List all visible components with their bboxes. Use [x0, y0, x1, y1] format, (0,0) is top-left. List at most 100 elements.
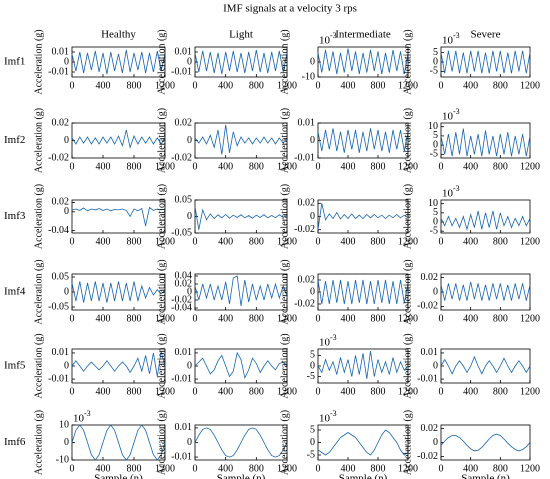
plot-frame — [317, 424, 409, 461]
x-tick-label: 400 — [341, 386, 356, 397]
x-tick-label: 1200 — [520, 80, 540, 91]
offset-base: 10 — [319, 337, 331, 349]
signal-line — [440, 128, 531, 157]
x-axis-label: Sample (n) — [461, 473, 510, 479]
x-tick-label: 800 — [493, 161, 508, 172]
signal-line — [194, 427, 288, 458]
x-tick-label: 400 — [341, 236, 356, 247]
y-tick-label: 0.01 — [52, 46, 70, 57]
x-tick-label: 1200 — [520, 313, 540, 324]
x-tick-label: 1200 — [277, 313, 297, 324]
y-tick-label: -0.02 — [417, 451, 438, 462]
x-tick-label: 800 — [371, 463, 386, 474]
y-tick-label: -0.05 — [171, 227, 192, 238]
x-tick-label: 800 — [493, 386, 508, 397]
plot-frame — [317, 122, 409, 159]
y-axis-label: Acceleration (g) — [402, 410, 413, 475]
y-tick-label: 0 — [64, 135, 69, 146]
x-tick-label: 400 — [463, 386, 478, 397]
x-tick-label: 1200 — [155, 236, 175, 247]
y-tick-label: -10 — [56, 454, 69, 465]
x-tick-label: 0 — [439, 463, 444, 474]
x-tick-label: 400 — [341, 161, 356, 172]
x-tick-label: 800 — [371, 80, 386, 91]
x-tick-label: 800 — [493, 80, 508, 91]
x-tick-label: 0 — [70, 161, 75, 172]
offset-base: 10 — [319, 413, 331, 425]
y-tick-label: -5 — [307, 371, 315, 382]
row-label: Imf6 — [4, 436, 26, 448]
x-tick-label: 800 — [249, 161, 264, 172]
x-tick-label: 1200 — [520, 386, 540, 397]
y-axis-label: Acceleration (g) — [156, 259, 167, 324]
y-tick-label: -0.01 — [171, 451, 192, 462]
y-tick-label: 0 — [64, 437, 69, 448]
x-tick-label: 400 — [218, 386, 233, 397]
y-tick-label: 0 — [310, 211, 315, 222]
y-axis-label: Acceleration (g) — [279, 333, 290, 398]
x-tick-label: 1200 — [155, 80, 175, 91]
x-tick-label: 0 — [70, 313, 75, 324]
x-tick-label: 1200 — [155, 463, 175, 474]
y-tick-label: 10 — [428, 121, 438, 132]
y-tick-label: -0.02 — [417, 301, 438, 312]
y-axis-label: Acceleration (g) — [279, 259, 290, 324]
x-tick-label: 1200 — [398, 236, 418, 247]
x-tick-label: 400 — [218, 463, 233, 474]
x-tick-label: 0 — [193, 386, 198, 397]
x-tick-label: 800 — [371, 161, 386, 172]
plot-frame — [440, 122, 531, 159]
y-tick-label: 0 — [433, 216, 438, 227]
y-tick-label: 5 — [310, 350, 315, 361]
x-tick-label: 400 — [218, 80, 233, 91]
y-tick-label: 0.02 — [421, 272, 439, 283]
x-tick-label: 800 — [249, 463, 264, 474]
x-tick-label: 400 — [218, 161, 233, 172]
y-tick-label: 0.04 — [175, 270, 193, 281]
y-axis-label: Acceleration (g) — [402, 184, 413, 249]
x-tick-label: 800 — [371, 236, 386, 247]
y-tick-label: 0 — [187, 135, 192, 146]
signal-line — [317, 429, 409, 456]
plot-frame — [440, 273, 531, 311]
y-tick-label: 0 — [310, 360, 315, 371]
x-tick-label: 400 — [96, 161, 111, 172]
y-axis-label: Acceleration (g) — [279, 410, 290, 475]
y-tick-label: 0.05 — [52, 271, 70, 282]
y-tick-label: 0.01 — [421, 347, 439, 358]
y-tick-label: 0.01 — [175, 422, 193, 433]
x-tick-label: 1200 — [520, 463, 540, 474]
offset-exponent: -3 — [453, 184, 460, 193]
signal-line — [71, 49, 166, 75]
offset-base: 10 — [442, 111, 454, 123]
plot-frame — [71, 199, 166, 234]
x-tick-label: 0 — [316, 463, 321, 474]
x-tick-label: 400 — [463, 463, 478, 474]
y-tick-label: 0 — [310, 135, 315, 146]
x-tick-label: 0 — [193, 463, 198, 474]
x-tick-label: 0 — [316, 236, 321, 247]
y-tick-label: -0.02 — [48, 152, 69, 163]
plot-frame — [440, 46, 531, 78]
y-tick-label: -5 — [430, 149, 438, 160]
y-tick-label: 0 — [433, 286, 438, 297]
x-tick-label: 0 — [70, 386, 75, 397]
x-tick-label: 0 — [316, 386, 321, 397]
signal-line — [71, 281, 166, 303]
x-tick-label: 1200 — [277, 386, 297, 397]
x-tick-label: 400 — [463, 236, 478, 247]
y-tick-label: 0 — [310, 56, 315, 67]
y-tick-label: 0 — [433, 360, 438, 371]
y-tick-label: -0.01 — [171, 373, 192, 384]
offset-exponent: -3 — [453, 107, 460, 116]
x-tick-label: 1200 — [277, 236, 297, 247]
y-tick-label: 0 — [433, 139, 438, 150]
y-axis-label: Acceleration (g) — [402, 259, 413, 324]
y-tick-label: 0.01 — [175, 347, 193, 358]
y-tick-label: -0.02 — [294, 298, 315, 309]
signal-line — [317, 279, 409, 305]
x-tick-label: 400 — [218, 236, 233, 247]
y-tick-label: 5 — [433, 207, 438, 218]
signal-line — [440, 355, 531, 375]
row-label: Imf5 — [4, 360, 26, 372]
